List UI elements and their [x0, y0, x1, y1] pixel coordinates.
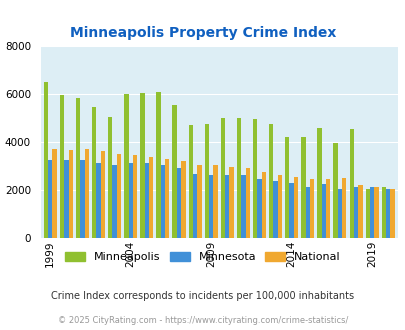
- Bar: [236, 118, 241, 238]
- Bar: [124, 94, 128, 238]
- Bar: [108, 117, 112, 238]
- Bar: [177, 168, 181, 238]
- Bar: [224, 176, 229, 238]
- Text: © 2025 CityRating.com - https://www.cityrating.com/crime-statistics/: © 2025 CityRating.com - https://www.city…: [58, 316, 347, 325]
- Bar: [337, 188, 341, 238]
- Bar: [390, 188, 394, 238]
- Bar: [305, 187, 309, 238]
- Bar: [84, 149, 89, 238]
- Bar: [369, 187, 373, 238]
- Bar: [197, 165, 201, 238]
- Bar: [160, 165, 165, 238]
- Bar: [92, 107, 96, 238]
- Bar: [245, 168, 249, 238]
- Bar: [365, 188, 369, 238]
- Bar: [289, 182, 293, 238]
- Bar: [76, 98, 80, 238]
- Bar: [149, 157, 153, 238]
- Bar: [220, 118, 224, 238]
- Bar: [269, 124, 273, 238]
- Bar: [257, 179, 261, 238]
- Bar: [241, 176, 245, 238]
- Bar: [96, 163, 100, 238]
- Bar: [381, 187, 385, 238]
- Bar: [132, 155, 137, 238]
- Bar: [172, 105, 177, 238]
- Bar: [117, 154, 121, 238]
- Bar: [353, 187, 357, 238]
- Bar: [301, 137, 305, 238]
- Bar: [192, 174, 197, 238]
- Bar: [325, 179, 330, 238]
- Bar: [229, 167, 233, 238]
- Bar: [144, 163, 149, 238]
- Bar: [385, 188, 390, 238]
- Bar: [357, 185, 362, 238]
- Bar: [80, 160, 84, 238]
- Bar: [252, 119, 257, 238]
- Bar: [44, 82, 48, 238]
- Bar: [188, 125, 192, 238]
- Bar: [321, 184, 325, 238]
- Bar: [128, 163, 132, 238]
- Bar: [209, 176, 213, 238]
- Bar: [213, 165, 217, 238]
- Text: Minneapolis Property Crime Index: Minneapolis Property Crime Index: [70, 26, 335, 40]
- Bar: [333, 143, 337, 238]
- Bar: [309, 179, 313, 238]
- Bar: [204, 124, 209, 238]
- Bar: [261, 172, 265, 238]
- Bar: [68, 150, 72, 238]
- Bar: [373, 187, 378, 238]
- Bar: [341, 178, 345, 238]
- Bar: [140, 93, 144, 238]
- Bar: [48, 160, 52, 238]
- Bar: [112, 165, 117, 238]
- Bar: [165, 159, 169, 238]
- Bar: [52, 149, 57, 238]
- Bar: [293, 177, 297, 238]
- Bar: [60, 95, 64, 238]
- Bar: [284, 137, 289, 238]
- Legend: Minneapolis, Minnesota, National: Minneapolis, Minnesota, National: [61, 248, 344, 267]
- Bar: [317, 127, 321, 238]
- Text: Crime Index corresponds to incidents per 100,000 inhabitants: Crime Index corresponds to incidents per…: [51, 291, 354, 301]
- Bar: [273, 182, 277, 238]
- Bar: [349, 129, 353, 238]
- Bar: [277, 176, 281, 238]
- Bar: [156, 92, 160, 238]
- Bar: [64, 160, 68, 238]
- Bar: [181, 161, 185, 238]
- Bar: [100, 151, 105, 238]
